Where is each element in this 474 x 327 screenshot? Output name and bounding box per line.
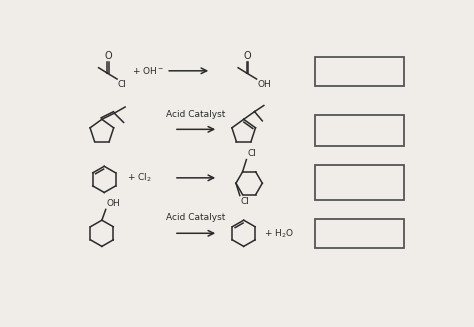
Bar (315, 165, 404, 200)
Bar (315, 219, 404, 248)
Text: O: O (104, 51, 112, 61)
Text: Cl: Cl (247, 149, 256, 158)
Bar (315, 57, 404, 86)
Text: OH: OH (257, 79, 271, 89)
Text: Acid Catalyst: Acid Catalyst (166, 110, 226, 119)
Text: + OH$^-$: + OH$^-$ (132, 65, 164, 76)
Text: + H$_2$O: + H$_2$O (264, 227, 294, 240)
Text: O: O (244, 51, 251, 61)
Bar (315, 115, 404, 146)
Text: Cl: Cl (241, 197, 249, 206)
Text: Cl: Cl (118, 79, 127, 89)
Text: OH: OH (107, 199, 120, 208)
Text: Acid Catalyst: Acid Catalyst (166, 214, 226, 222)
Text: + Cl$_2$: + Cl$_2$ (128, 172, 152, 184)
